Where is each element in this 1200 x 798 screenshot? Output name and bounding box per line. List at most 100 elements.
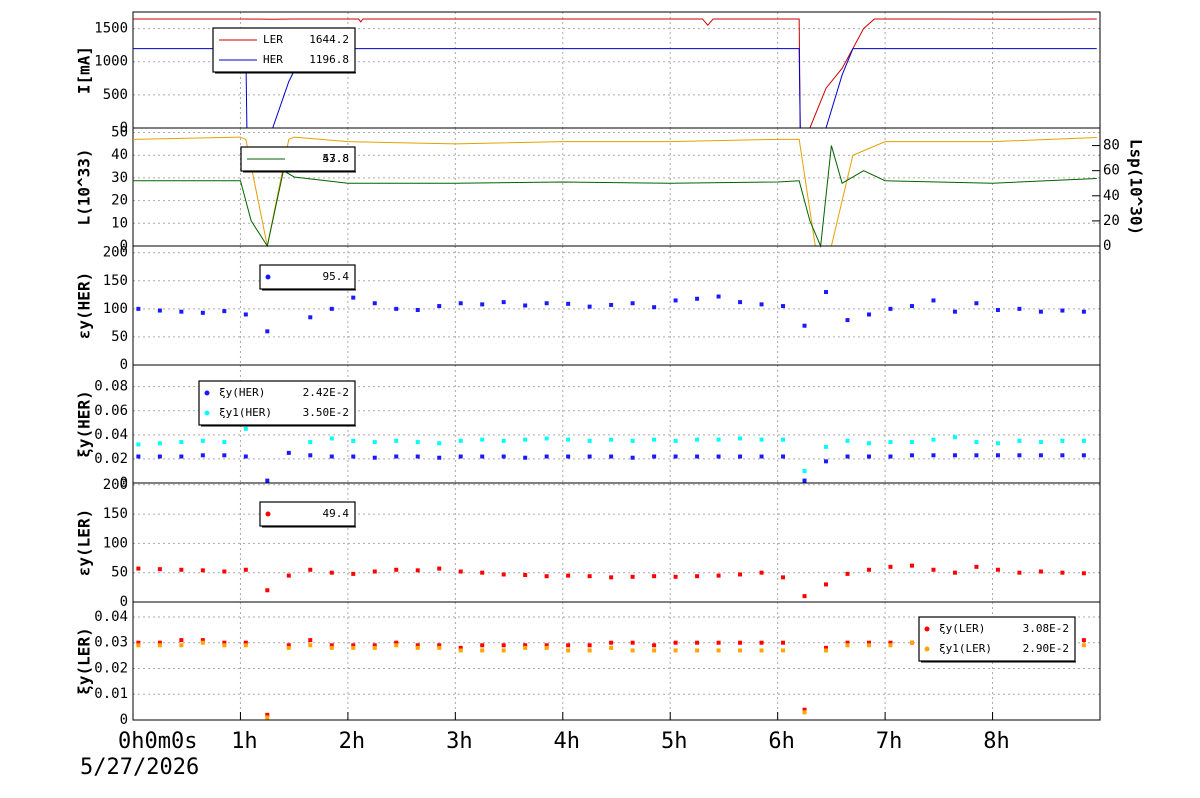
data-point (544, 643, 549, 648)
data-point (566, 643, 571, 648)
legend-swatch (204, 390, 210, 396)
data-point (738, 300, 743, 305)
data-point (157, 308, 162, 313)
data-point (630, 574, 635, 579)
y-tick-label: 0 (120, 357, 128, 373)
data-point (157, 567, 162, 572)
data-point (179, 567, 184, 572)
data-point (931, 437, 936, 442)
data-point (265, 715, 270, 720)
data-point (609, 575, 614, 580)
y-tick-label: 50 (111, 329, 128, 345)
y-tick-label: 0.08 (94, 379, 128, 395)
data-point (781, 454, 786, 459)
data-point (351, 643, 356, 648)
data-point (952, 435, 957, 440)
data-point (1017, 453, 1022, 458)
data-point (372, 301, 377, 306)
data-point (1081, 438, 1086, 443)
data-point (265, 588, 270, 593)
data-point (566, 573, 571, 578)
data-point (866, 567, 871, 572)
data-point (652, 454, 657, 459)
data-point (587, 574, 592, 579)
data-point (200, 453, 205, 458)
data-point (845, 438, 850, 443)
data-point (845, 318, 850, 323)
data-point (845, 571, 850, 576)
y2-tick-label: 40 (1103, 188, 1120, 204)
data-point (544, 574, 549, 579)
data-point (222, 569, 227, 574)
x-tick-label: 4h (554, 729, 581, 754)
data-point (630, 438, 635, 443)
legend-value: 2.42E-2 (303, 386, 349, 399)
data-point (1038, 569, 1043, 574)
data-point (544, 454, 549, 459)
y-tick-label: 100 (103, 301, 128, 317)
data-point (544, 436, 549, 441)
data-point (630, 301, 635, 306)
y-tick-label: 10 (111, 215, 128, 231)
data-point (824, 444, 829, 449)
y-tick-label: 30 (111, 170, 128, 186)
data-point (200, 568, 205, 573)
panel-frame (132, 601, 1101, 721)
data-point (759, 648, 764, 653)
data-point (566, 648, 571, 653)
data-point (673, 574, 678, 579)
y-tick-label: 40 (111, 147, 128, 163)
data-point (1017, 438, 1022, 443)
data-point (952, 453, 957, 458)
panel-frame (132, 245, 1101, 366)
data-point (329, 436, 334, 441)
data-point (136, 306, 141, 311)
data-point (909, 640, 914, 645)
data-point (136, 640, 141, 645)
x-tick-label: 2h (339, 729, 366, 754)
y-tick-label: 1000 (94, 54, 128, 70)
data-point (394, 454, 399, 459)
y-tick-label: 0.01 (94, 686, 128, 702)
data-point (136, 442, 141, 447)
data-point (372, 455, 377, 460)
legend-box (212, 27, 356, 73)
data-point (523, 573, 528, 578)
y-tick-label: 200 (103, 477, 128, 493)
data-point (781, 648, 786, 653)
data-point (179, 454, 184, 459)
data-point (243, 312, 248, 317)
data-point (286, 450, 291, 455)
data-point (738, 436, 743, 441)
data-point (609, 302, 614, 307)
data-point (738, 572, 743, 577)
data-point (286, 645, 291, 650)
data-point (866, 312, 871, 317)
data-point (716, 454, 721, 459)
data-point (802, 478, 807, 483)
data-point (995, 567, 1000, 572)
data-point (1060, 308, 1065, 313)
data-point (480, 437, 485, 442)
data-point (308, 643, 313, 648)
legend-value: 47.8 (323, 152, 350, 165)
data-point (458, 645, 463, 650)
data-point (587, 454, 592, 459)
data-point (394, 567, 399, 572)
data-point (437, 304, 442, 309)
y-tick-label: 0.02 (94, 451, 128, 467)
legend-value: 3.50E-2 (303, 406, 349, 419)
data-point (222, 440, 227, 445)
x-tick-label: 0h0m0s (118, 729, 197, 754)
data-point (995, 307, 1000, 312)
legend-box (259, 264, 356, 290)
data-point (351, 645, 356, 650)
data-point (1081, 638, 1086, 643)
data-point (437, 643, 442, 648)
data-point (1060, 453, 1065, 458)
data-point (200, 638, 205, 643)
data-point (587, 648, 592, 653)
y-tick-label: 0 (120, 238, 128, 254)
y-axis-label: ξy(LER) (75, 627, 94, 694)
data-point (243, 454, 248, 459)
